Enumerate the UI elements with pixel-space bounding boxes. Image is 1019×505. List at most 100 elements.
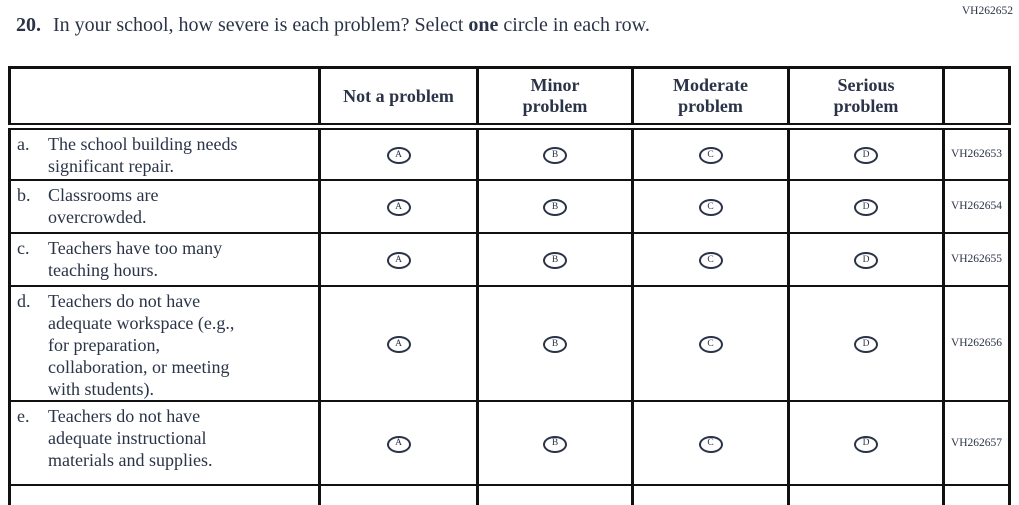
option-bubble-d[interactable]: D xyxy=(854,336,878,354)
row-statement: Teachers have too many teaching hours. xyxy=(48,237,223,280)
option-cell: C xyxy=(631,231,790,287)
statement-cell: d. Teachers do not have adequate workspac… xyxy=(8,284,321,402)
statement-inner: a. The school building needs significant … xyxy=(17,133,314,177)
row-letter: b. xyxy=(17,184,31,205)
option-bubble-b[interactable]: B xyxy=(543,199,567,217)
header-row: Not a problem Minor problem Moderate problem… xyxy=(8,66,1011,130)
option-bubble-d[interactable]: D xyxy=(854,252,878,270)
col-header-moderate-problem: Moderate problem xyxy=(631,66,790,130)
option-bubble-a[interactable]: A xyxy=(386,336,411,354)
option-cell: D xyxy=(787,125,945,181)
option-cell: B xyxy=(476,399,634,486)
row-letter: c. xyxy=(17,237,30,258)
continuation-cell xyxy=(8,483,321,505)
question-text-bold-word: one xyxy=(468,14,499,36)
col-header-code-empty xyxy=(942,66,1011,130)
row-statement: The school building needs significant re… xyxy=(48,134,238,176)
option-cell: A xyxy=(318,284,479,402)
row-statement: Teachers do not have adequate workspace … xyxy=(48,290,235,399)
statement-cell: c. Teachers have too many teaching hours. xyxy=(8,231,321,287)
question-text-after: circle in each row. xyxy=(498,14,650,36)
question-number: 20. xyxy=(16,14,41,36)
table-body: a. The school building needs significant … xyxy=(8,125,1011,505)
table-continuation-row xyxy=(8,483,1011,505)
continuation-cell xyxy=(476,483,634,505)
option-bubble-d[interactable]: D xyxy=(854,147,878,165)
option-cell: A xyxy=(318,231,479,287)
row-letter: e. xyxy=(17,405,30,426)
question-text: In your school, how severe is each probl… xyxy=(53,14,469,36)
option-bubble-d[interactable]: D xyxy=(854,199,878,217)
row-code: VH262655 xyxy=(942,231,1011,287)
col-header-statement-empty xyxy=(8,66,321,130)
severity-table-wrapper: Not a problem Minor problem Moderate problem… xyxy=(8,66,1011,505)
continuation-cell xyxy=(631,483,790,505)
option-cell: D xyxy=(787,231,945,287)
continuation-cell xyxy=(942,483,1011,505)
option-bubble-a[interactable]: A xyxy=(386,199,411,217)
option-bubble-c[interactable]: C xyxy=(698,252,723,270)
option-cell: B xyxy=(476,231,634,287)
statement-cell: a. The school building needs significant … xyxy=(8,125,321,181)
option-cell: B xyxy=(476,125,634,181)
option-cell: B xyxy=(476,178,634,234)
header-label-line2: problem xyxy=(833,96,899,116)
statement-cell: e. Teachers do not have adequate instruct… xyxy=(8,399,321,486)
row-letter: d. xyxy=(17,290,31,311)
option-bubble-a[interactable]: A xyxy=(386,435,411,453)
option-bubble-c[interactable]: C xyxy=(698,147,723,165)
statement-inner: d. Teachers do not have adequate workspac… xyxy=(17,290,314,400)
item-code-top-right: VH262652 xyxy=(961,5,1013,17)
option-bubble-b[interactable]: B xyxy=(543,252,567,270)
table-row: a. The school building needs significant … xyxy=(8,125,1011,181)
continuation-cell xyxy=(787,483,945,505)
option-cell: D xyxy=(787,399,945,486)
severity-matrix-table: Not a problem Minor problem Moderate problem… xyxy=(8,66,1011,505)
header-label-line1: Minor xyxy=(530,75,580,95)
option-bubble-c[interactable]: C xyxy=(698,199,723,217)
row-code: VH262653 xyxy=(942,125,1011,181)
option-cell: D xyxy=(787,284,945,402)
question-line: 20. In your school, how severe is each pr… xyxy=(16,14,650,37)
table-row: c. Teachers have too many teaching hours.… xyxy=(8,231,1011,287)
col-header-minor-problem: Minor problem xyxy=(476,66,634,130)
row-code: VH262656 xyxy=(942,284,1011,402)
option-cell: A xyxy=(318,178,479,234)
option-bubble-b[interactable]: B xyxy=(543,147,567,165)
statement-inner: c. Teachers have too many teaching hours. xyxy=(17,237,314,281)
option-bubble-c[interactable]: C xyxy=(698,435,723,453)
table-row: d. Teachers do not have adequate workspac… xyxy=(8,284,1011,402)
option-cell: A xyxy=(318,399,479,486)
col-header-not-a-problem: Not a problem xyxy=(318,66,479,130)
col-header-serious-problem: Serious problem xyxy=(787,66,945,130)
row-letter: a. xyxy=(17,134,30,154)
option-cell: D xyxy=(787,178,945,234)
header-label-line2: problem xyxy=(678,96,743,116)
option-bubble-a[interactable]: A xyxy=(386,252,411,270)
table-row: e. Teachers do not have adequate instruct… xyxy=(8,399,1011,486)
option-bubble-b[interactable]: B xyxy=(543,336,567,354)
option-cell: C xyxy=(631,125,790,181)
row-statement: Teachers do not have adequate instructio… xyxy=(48,405,213,470)
option-cell: B xyxy=(476,284,634,402)
option-cell: C xyxy=(631,178,790,234)
row-statement: Classrooms are overcrowded. xyxy=(48,184,159,227)
option-cell: C xyxy=(631,399,790,486)
option-bubble-b[interactable]: B xyxy=(543,435,567,453)
row-code: VH262654 xyxy=(942,178,1011,234)
option-bubble-d[interactable]: D xyxy=(854,435,878,453)
statement-inner: e. Teachers do not have adequate instruct… xyxy=(17,405,314,471)
table-header: Not a problem Minor problem Moderate problem… xyxy=(8,66,1011,130)
option-bubble-a[interactable]: A xyxy=(386,147,411,165)
header-label-line2: problem xyxy=(522,96,588,116)
statement-cell: b. Classrooms are overcrowded. xyxy=(8,178,321,234)
option-bubble-c[interactable]: C xyxy=(698,336,723,354)
header-label-line1: Serious xyxy=(837,75,895,95)
header-label-line1: Moderate xyxy=(673,75,748,95)
statement-inner: b. Classrooms are overcrowded. xyxy=(17,184,314,228)
header-label-line1: Not a problem xyxy=(343,85,454,106)
continuation-cell xyxy=(318,483,479,505)
option-cell: C xyxy=(631,284,790,402)
option-cell: A xyxy=(318,125,479,181)
